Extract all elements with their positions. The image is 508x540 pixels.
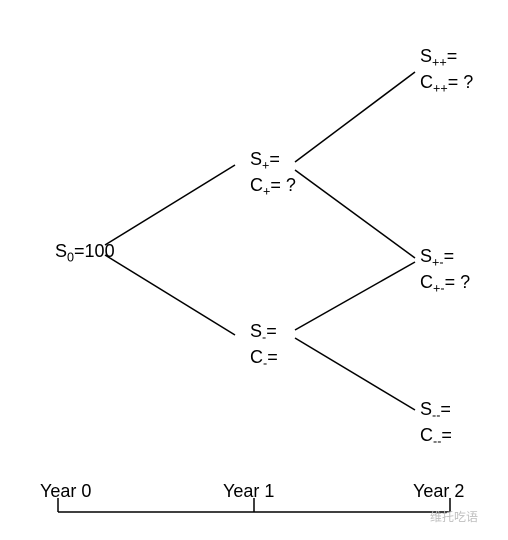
- axis-label-1: Year 1: [223, 480, 274, 503]
- node-up: S+=C+= ?: [250, 148, 296, 201]
- node-ud: S+-=C+-= ?: [420, 245, 470, 298]
- node-dd: S--=C--=: [420, 398, 452, 451]
- node-uu: S++=C++= ?: [420, 45, 473, 98]
- axis-label-0: Year 0: [40, 480, 91, 503]
- axis-label-2: Year 2: [413, 480, 464, 503]
- node-dn: S-=C-=: [250, 320, 278, 373]
- node-root: S0=100: [55, 240, 115, 266]
- watermark-text: 维托吃语: [430, 508, 478, 525]
